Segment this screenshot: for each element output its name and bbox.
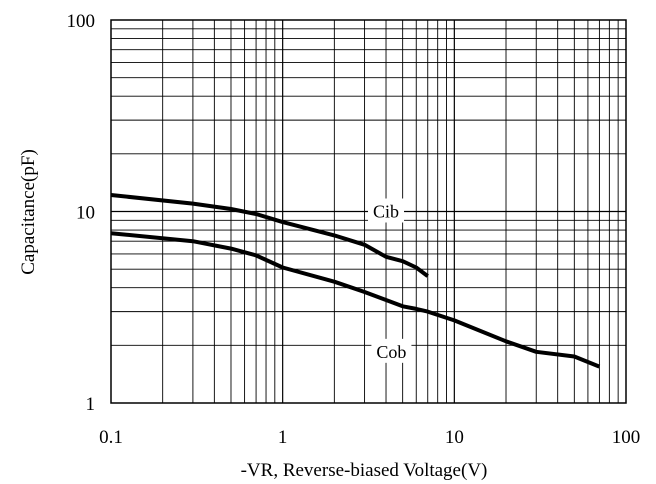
y-tick-label: 1 (86, 394, 96, 415)
y-tick-label: 10 (76, 203, 95, 224)
y-tick-label: 100 (67, 11, 96, 32)
series-line-cib (110, 193, 429, 278)
plot-frame (110, 19, 627, 404)
series-label-cob: Cob (376, 342, 406, 362)
y-tick-labels: 1 10 100 (67, 11, 96, 415)
x-tick-label: 100 (612, 427, 641, 448)
x-tick-labels: 0.1 1 10 100 (99, 427, 640, 448)
x-tick-label: 0.1 (99, 427, 123, 448)
y-axis-label: Capacitance(pF) (18, 149, 39, 275)
series-label-cib: Cib (373, 202, 399, 222)
x-tick-label: 10 (445, 427, 464, 448)
series-label-background-cob (371, 338, 412, 363)
series-layer: Cib Cob (110, 193, 601, 369)
series-line-cob (110, 231, 601, 369)
x-tick-label: 1 (278, 427, 288, 448)
series-label-background-cib (368, 198, 405, 223)
x-axis-label: -VR, Reverse-biased Voltage(V) (241, 460, 488, 481)
